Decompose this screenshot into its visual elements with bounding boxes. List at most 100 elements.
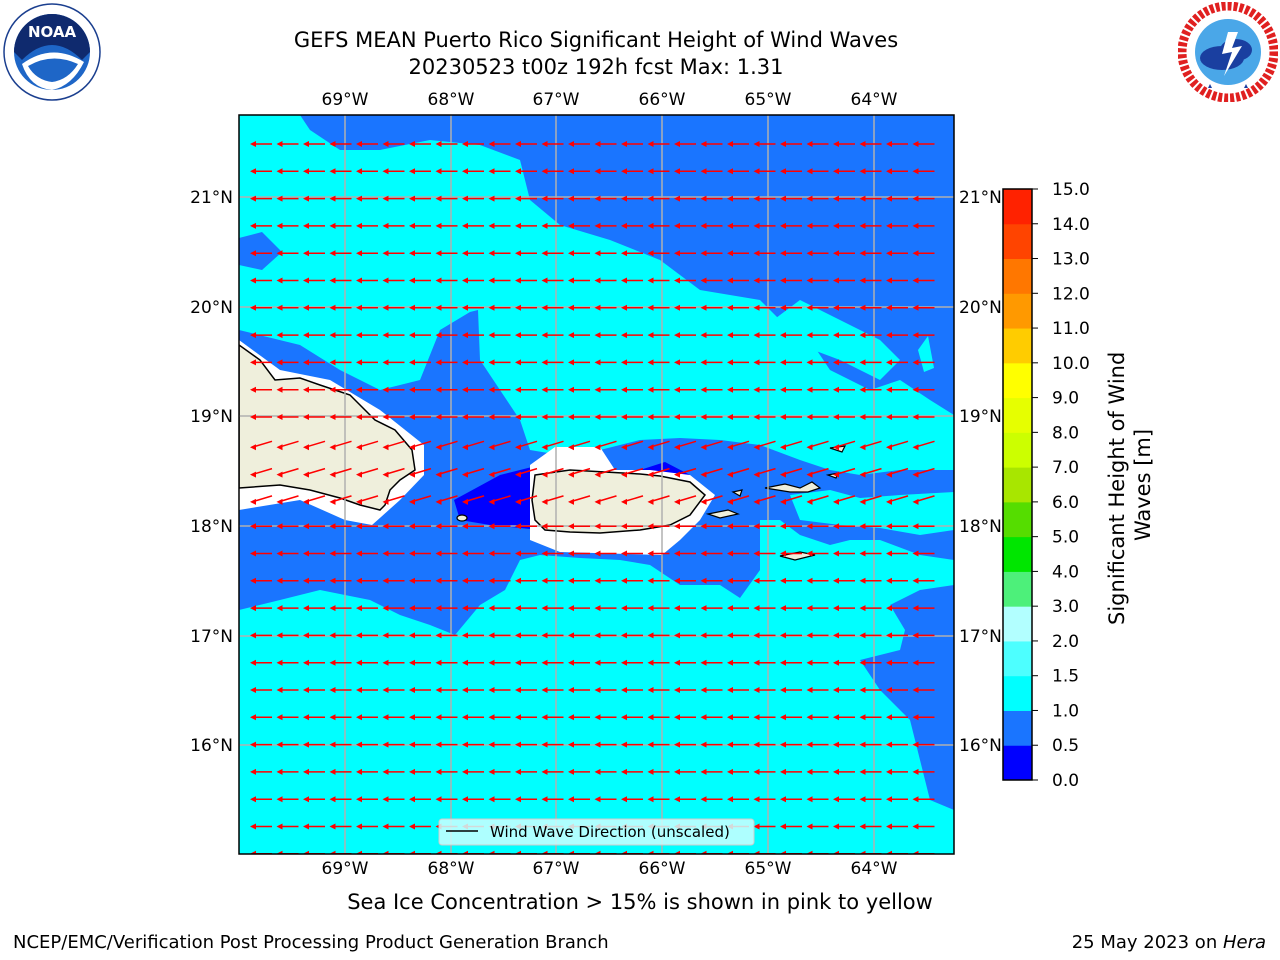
footer-date-text: 25 May 2023 on xyxy=(1071,932,1223,953)
contour-0.5-1.0-southeast xyxy=(860,585,954,810)
wave-arrow-head xyxy=(700,523,707,530)
wave-arrow-head xyxy=(621,168,627,175)
wave-arrow-head xyxy=(515,444,521,451)
wave-arrow-head xyxy=(250,359,256,366)
lon-labels-bottom: 69°W 68°W 67°W 66°W 65°W 64°W xyxy=(322,859,898,879)
wave-arrow-head xyxy=(886,359,892,366)
wave-arrow-head xyxy=(515,796,521,803)
wave-arrow-head xyxy=(329,386,336,393)
wave-arrow-head xyxy=(621,141,627,147)
wave-arrow-head xyxy=(806,277,813,284)
wave-arrow-head xyxy=(435,768,442,775)
wave-arrow-head xyxy=(435,741,442,748)
wave-arrow-head xyxy=(541,577,548,584)
colorbar-segment xyxy=(1003,571,1032,607)
wave-arrow-head xyxy=(250,632,256,639)
wave-arrow-head xyxy=(859,277,866,284)
wave-arrow-head xyxy=(382,741,389,748)
lon-label-top: 69°W xyxy=(322,90,369,110)
colorbar-tick-label: 6.0 xyxy=(1052,493,1079,513)
chart-title: GEFS MEAN Puerto Rico Significant Height… xyxy=(293,28,899,52)
wave-arrow-head xyxy=(674,605,680,612)
wave-arrow-head xyxy=(435,304,442,311)
wave-arrow-head xyxy=(647,471,654,478)
wave-arrow-head xyxy=(886,768,892,775)
wave-arrow-head xyxy=(356,741,362,748)
wave-arrow-head xyxy=(647,659,654,666)
colorbar-segment xyxy=(1003,293,1032,329)
wave-arrow-head xyxy=(594,659,601,666)
lon-label-top: 68°W xyxy=(428,90,475,110)
wave-arrow-head xyxy=(780,386,786,393)
wave-arrow-head xyxy=(356,277,362,284)
wave-arrow-head xyxy=(621,195,627,202)
wave-arrow-head xyxy=(780,659,786,666)
wave-arrow-head xyxy=(488,277,495,284)
wave-arrow-head xyxy=(594,304,601,311)
wave-arrow-head xyxy=(515,577,521,584)
wave-arrow-head xyxy=(568,659,574,666)
wave-arrow-head xyxy=(250,796,256,803)
wave-arrow-head xyxy=(276,471,283,478)
wave-arrow-head xyxy=(515,850,521,854)
wave-arrow-head xyxy=(753,277,760,284)
wave-arrow-head xyxy=(886,687,892,693)
wave-arrow-head xyxy=(488,605,495,612)
wave-arrow-head xyxy=(435,714,442,721)
wave-arrow-head xyxy=(780,332,786,339)
wave-arrow-head xyxy=(276,632,283,639)
wave-arrow-head xyxy=(833,550,839,557)
wave-arrow-head xyxy=(780,414,786,420)
wave-arrow-head xyxy=(780,277,786,284)
wave-arrow-head xyxy=(833,523,839,530)
wave-arrow-head xyxy=(833,498,839,505)
wave-arrow-head xyxy=(382,850,389,854)
wave-arrow-head xyxy=(435,332,442,339)
wave-arrow-head xyxy=(329,414,336,420)
wave-arrow-head xyxy=(594,222,601,229)
wave-arrow-head xyxy=(859,250,866,257)
wave-arrow-head xyxy=(859,386,866,393)
wave-arrow-head xyxy=(329,714,336,721)
wave-arrow-head xyxy=(621,498,627,505)
wave-arrow-head xyxy=(250,768,256,775)
wave-arrow-head xyxy=(329,550,336,557)
wave-arrow-head xyxy=(594,168,601,175)
lat-label-left: 18°N xyxy=(190,517,233,537)
wave-arrow-head xyxy=(541,605,548,612)
wave-arrow-head xyxy=(753,332,760,339)
wave-arrow-head xyxy=(674,687,680,693)
wave-arrow-head xyxy=(674,414,680,420)
wave-arrow-head xyxy=(488,523,495,530)
wave-arrow-head xyxy=(806,498,813,505)
wave-arrow-head xyxy=(462,141,468,147)
wave-arrow-head xyxy=(912,714,919,721)
lon-label-bottom: 65°W xyxy=(745,859,792,879)
wave-arrow-head xyxy=(647,168,654,175)
wave-arrow-head xyxy=(806,195,813,202)
wave-arrow-head xyxy=(515,141,521,147)
wave-arrow-head xyxy=(250,195,256,202)
wave-arrow-head xyxy=(568,796,574,803)
wave-arrow-head xyxy=(859,304,866,311)
wave-arrow-head xyxy=(303,250,309,257)
wave-arrow-head xyxy=(594,605,601,612)
wave-arrow-head xyxy=(833,444,839,451)
wave-arrow-head xyxy=(912,386,919,393)
wave-arrow-head xyxy=(303,222,309,229)
lon-label-bottom: 64°W xyxy=(851,859,898,879)
wave-arrow-head xyxy=(462,741,468,748)
wave-arrow-head xyxy=(435,796,442,803)
wave-arrow-head xyxy=(409,168,415,175)
wave-arrow-head xyxy=(250,141,256,147)
wave-arrow-head xyxy=(356,605,362,612)
wave-arrow-head xyxy=(356,687,362,693)
wave-arrow-head xyxy=(886,168,892,175)
wave-arrow-head xyxy=(753,471,760,478)
colorbar-segment xyxy=(1003,640,1032,677)
wave-arrow-head xyxy=(276,796,283,803)
colorbar-tick-label: 11.0 xyxy=(1052,319,1090,339)
wave-arrow-head xyxy=(886,577,892,584)
wave-arrow-head xyxy=(674,250,680,257)
wave-arrow-head xyxy=(833,471,839,478)
